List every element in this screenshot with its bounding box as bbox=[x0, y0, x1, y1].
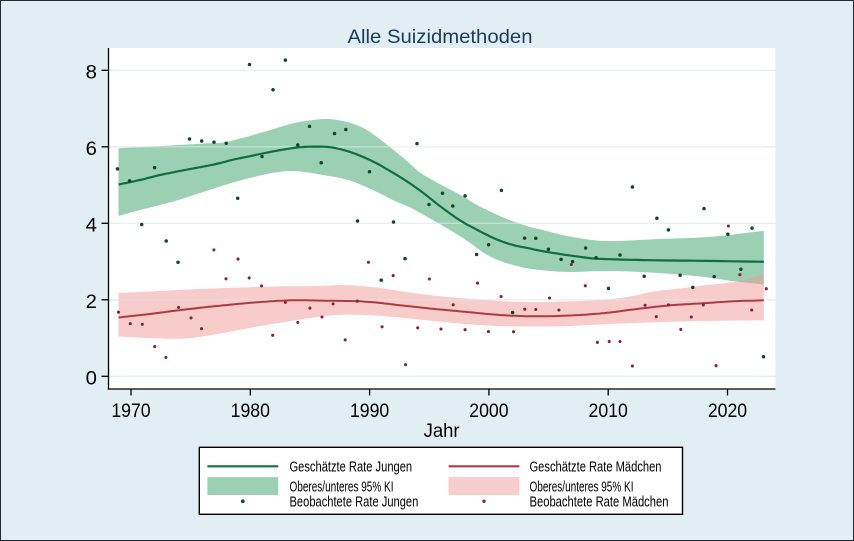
svg-text:Jahr: Jahr bbox=[424, 420, 460, 442]
svg-text:4: 4 bbox=[86, 214, 97, 236]
svg-text:Beobachtete Rate Mädchen: Beobachtete Rate Mädchen bbox=[530, 495, 669, 511]
svg-text:Oberes/unteres 95% KI: Oberes/unteres 95% KI bbox=[530, 479, 634, 495]
svg-text:1980: 1980 bbox=[231, 400, 270, 422]
svg-text:2: 2 bbox=[86, 291, 97, 313]
svg-text:2000: 2000 bbox=[469, 400, 508, 422]
svg-text:Geschätzte Rate Jungen: Geschätzte Rate Jungen bbox=[290, 460, 413, 476]
svg-text:1990: 1990 bbox=[350, 400, 389, 422]
svg-text:6: 6 bbox=[86, 138, 97, 160]
svg-text:Beobachtete Rate Jungen: Beobachtete Rate Jungen bbox=[290, 495, 419, 511]
svg-text:2010: 2010 bbox=[589, 400, 628, 422]
svg-text:8: 8 bbox=[86, 61, 97, 83]
svg-text:2020: 2020 bbox=[708, 400, 747, 422]
svg-text:Oberes/unteres 95% KI: Oberes/unteres 95% KI bbox=[290, 479, 394, 495]
svg-text:Geschätzte Rate Mädchen: Geschätzte Rate Mädchen bbox=[530, 460, 662, 476]
svg-text:Alle Suizidmethoden: Alle Suizidmethoden bbox=[348, 27, 533, 48]
svg-text:1970: 1970 bbox=[111, 400, 150, 422]
svg-text:0: 0 bbox=[86, 367, 97, 389]
